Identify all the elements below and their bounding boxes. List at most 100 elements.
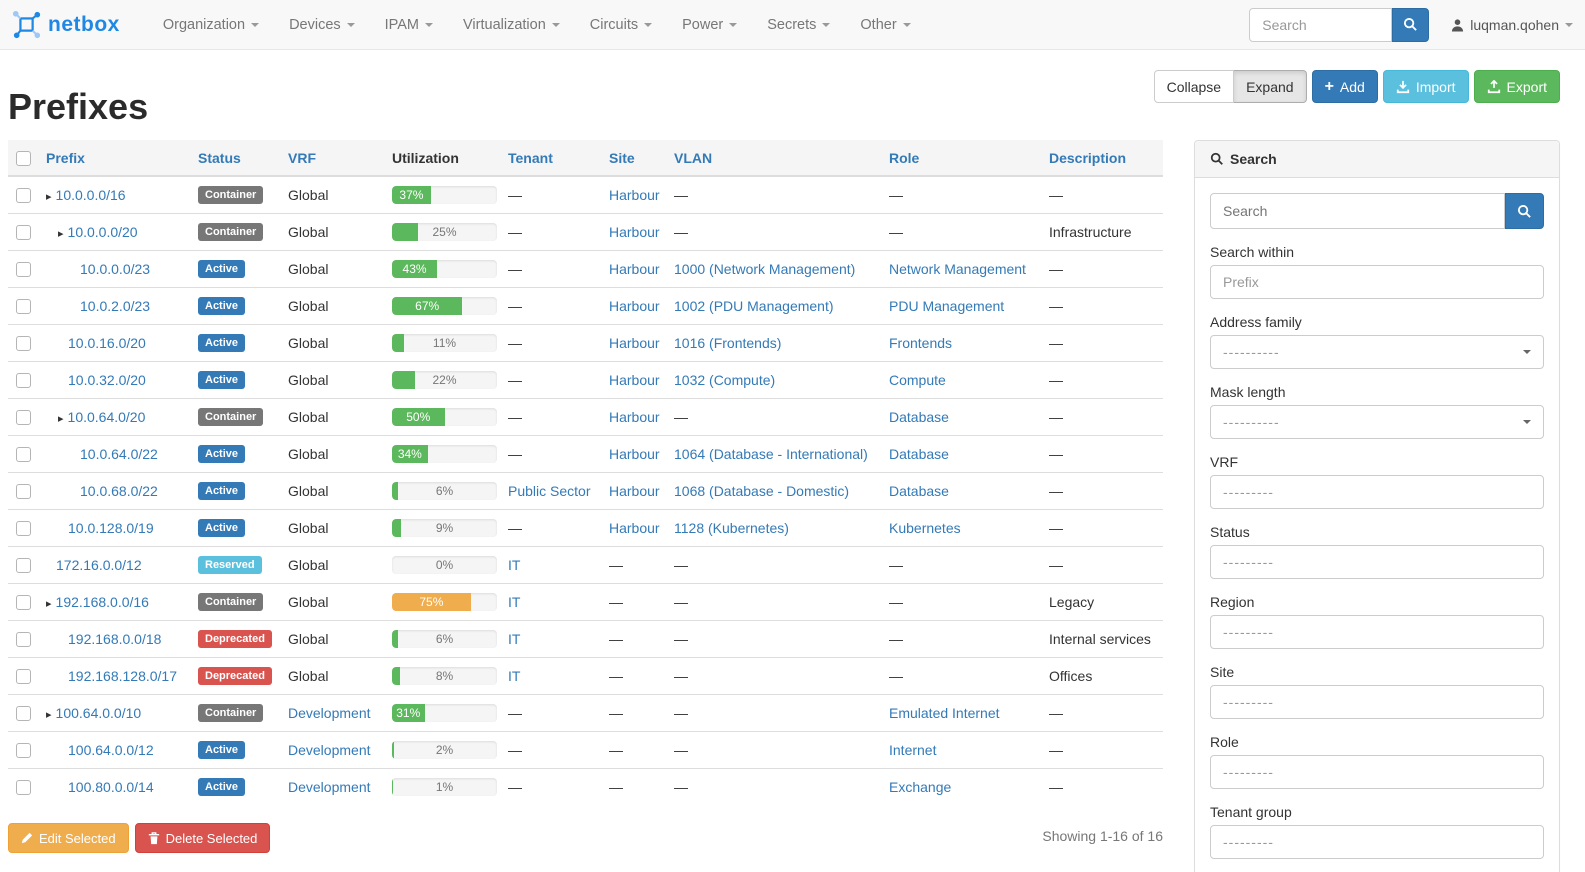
role-link[interactable]: Frontends	[889, 334, 953, 351]
tenant-link[interactable]: IT	[508, 630, 521, 647]
column-header-role[interactable]: Role	[881, 140, 1041, 177]
select-all-checkbox[interactable]	[16, 150, 31, 166]
prefix-link[interactable]: 10.0.2.0/23	[80, 297, 151, 314]
row-checkbox[interactable]	[16, 409, 31, 425]
role-link[interactable]: Database	[889, 408, 949, 425]
site-link[interactable]: Harbour	[609, 482, 660, 499]
vlan-link[interactable]: 1000 (Network Management)	[674, 260, 856, 277]
site-link[interactable]: Harbour	[609, 186, 660, 203]
prefix-link[interactable]: 172.16.0.0/12	[56, 556, 142, 573]
row-checkbox[interactable]	[16, 335, 31, 351]
brand-logo[interactable]: netbox	[12, 10, 120, 40]
tenant-group-select[interactable]: ---------	[1210, 825, 1544, 859]
nav-menu-other[interactable]: Other	[845, 0, 925, 50]
site-link[interactable]: Harbour	[609, 334, 660, 351]
prefix-link[interactable]: 10.0.0.0/23	[80, 260, 151, 277]
nav-menu-organization[interactable]: Organization	[148, 0, 274, 50]
prefix-link[interactable]: 10.0.128.0/19	[68, 519, 154, 536]
row-checkbox[interactable]	[16, 261, 31, 277]
role-link[interactable]: Kubernetes	[889, 519, 961, 536]
column-header-description[interactable]: Description	[1041, 140, 1163, 177]
column-header-vrf[interactable]: VRF	[280, 140, 384, 177]
site-link[interactable]: Harbour	[609, 371, 660, 388]
role-link[interactable]: Exchange	[889, 778, 952, 795]
mask-length-select[interactable]: ----------	[1210, 405, 1544, 439]
vrf-select[interactable]: ---------	[1210, 475, 1544, 509]
edit-selected-button[interactable]: Edit Selected	[8, 823, 129, 853]
collapse-button[interactable]: Collapse	[1153, 70, 1235, 103]
filter-search-button[interactable]	[1505, 193, 1544, 229]
column-header-site[interactable]: Site	[601, 140, 666, 177]
vrf-link[interactable]: Development	[288, 704, 371, 721]
site-link[interactable]: Harbour	[609, 297, 660, 314]
role-link[interactable]: PDU Management	[889, 297, 1005, 314]
filter-search-input[interactable]	[1210, 193, 1505, 229]
prefix-link[interactable]: 192.168.0.0/16	[55, 593, 149, 610]
vlan-link[interactable]: 1032 (Compute)	[674, 371, 776, 388]
prefix-link[interactable]: 10.0.64.0/22	[80, 445, 158, 462]
prefix-link[interactable]: 100.64.0.0/12	[68, 741, 154, 758]
nav-menu-secrets[interactable]: Secrets	[752, 0, 845, 50]
row-checkbox[interactable]	[16, 594, 31, 610]
prefix-link[interactable]: 10.0.64.0/20	[67, 408, 146, 425]
add-button[interactable]: + Add	[1311, 70, 1378, 103]
region-select[interactable]: ---------	[1210, 615, 1544, 649]
row-checkbox[interactable]	[16, 224, 31, 240]
nav-menu-ipam[interactable]: IPAM	[370, 0, 448, 50]
nav-menu-power[interactable]: Power	[667, 0, 752, 50]
search-within-input[interactable]	[1210, 265, 1544, 299]
vlan-link[interactable]: 1128 (Kubernetes)	[674, 519, 789, 536]
delete-selected-button[interactable]: Delete Selected	[134, 823, 271, 853]
role-link[interactable]: Database	[889, 445, 949, 462]
prefix-link[interactable]: 192.168.0.0/18	[68, 630, 162, 647]
column-header-vlan[interactable]: VLAN	[666, 140, 881, 177]
prefix-link[interactable]: 10.0.0.0/20	[67, 223, 138, 240]
prefix-link[interactable]: 10.0.68.0/22	[80, 482, 158, 499]
prefix-link[interactable]: 10.0.0.0/16	[55, 186, 126, 203]
global-search-input[interactable]	[1249, 7, 1393, 42]
role-link[interactable]: Network Management	[889, 260, 1026, 277]
site-link[interactable]: Harbour	[609, 260, 660, 277]
role-link[interactable]: Internet	[889, 741, 937, 758]
status-select[interactable]: ---------	[1210, 545, 1544, 579]
row-checkbox[interactable]	[16, 668, 31, 684]
global-search-button[interactable]	[1392, 7, 1430, 42]
vlan-link[interactable]: 1016 (Frontends)	[674, 334, 782, 351]
tenant-link[interactable]: IT	[508, 593, 521, 610]
site-link[interactable]: Harbour	[609, 408, 660, 425]
vlan-link[interactable]: 1002 (PDU Management)	[674, 297, 834, 314]
row-checkbox[interactable]	[16, 780, 31, 796]
site-link[interactable]: Harbour	[609, 519, 660, 536]
nav-menu-devices[interactable]: Devices	[274, 0, 370, 50]
row-checkbox[interactable]	[16, 372, 31, 388]
role-select[interactable]: ---------	[1210, 755, 1544, 789]
row-checkbox[interactable]	[16, 298, 31, 314]
row-checkbox[interactable]	[16, 557, 31, 573]
tenant-link[interactable]: IT	[508, 556, 521, 573]
prefix-link[interactable]: 192.168.128.0/17	[68, 667, 177, 684]
role-link[interactable]: Compute	[889, 371, 946, 388]
row-checkbox[interactable]	[16, 188, 31, 204]
prefix-link[interactable]: 10.0.16.0/20	[68, 334, 146, 351]
vlan-link[interactable]: 1064 (Database - International)	[674, 445, 868, 462]
row-checkbox[interactable]	[16, 446, 31, 462]
import-button[interactable]: Import	[1382, 70, 1469, 103]
user-menu[interactable]: luqman.qohen	[1451, 17, 1573, 33]
export-button[interactable]: Export	[1473, 70, 1560, 103]
column-header-status[interactable]: Status	[190, 140, 280, 177]
address-family-select[interactable]: ----------	[1210, 335, 1544, 369]
tenant-link[interactable]: IT	[508, 667, 521, 684]
row-checkbox[interactable]	[16, 705, 31, 721]
row-checkbox[interactable]	[16, 631, 31, 647]
prefix-link[interactable]: 100.80.0.0/14	[68, 778, 154, 795]
vrf-link[interactable]: Development	[288, 741, 371, 758]
site-link[interactable]: Harbour	[609, 445, 660, 462]
tenant-link[interactable]: Public Sector	[508, 482, 591, 499]
expand-button[interactable]: Expand	[1234, 70, 1307, 103]
row-checkbox[interactable]	[16, 483, 31, 499]
prefix-link[interactable]: 10.0.32.0/20	[68, 371, 146, 388]
role-link[interactable]: Emulated Internet	[889, 704, 1000, 721]
column-header-prefix[interactable]: Prefix	[38, 140, 190, 177]
row-checkbox[interactable]	[16, 520, 31, 536]
vlan-link[interactable]: 1068 (Database - Domestic)	[674, 482, 850, 499]
